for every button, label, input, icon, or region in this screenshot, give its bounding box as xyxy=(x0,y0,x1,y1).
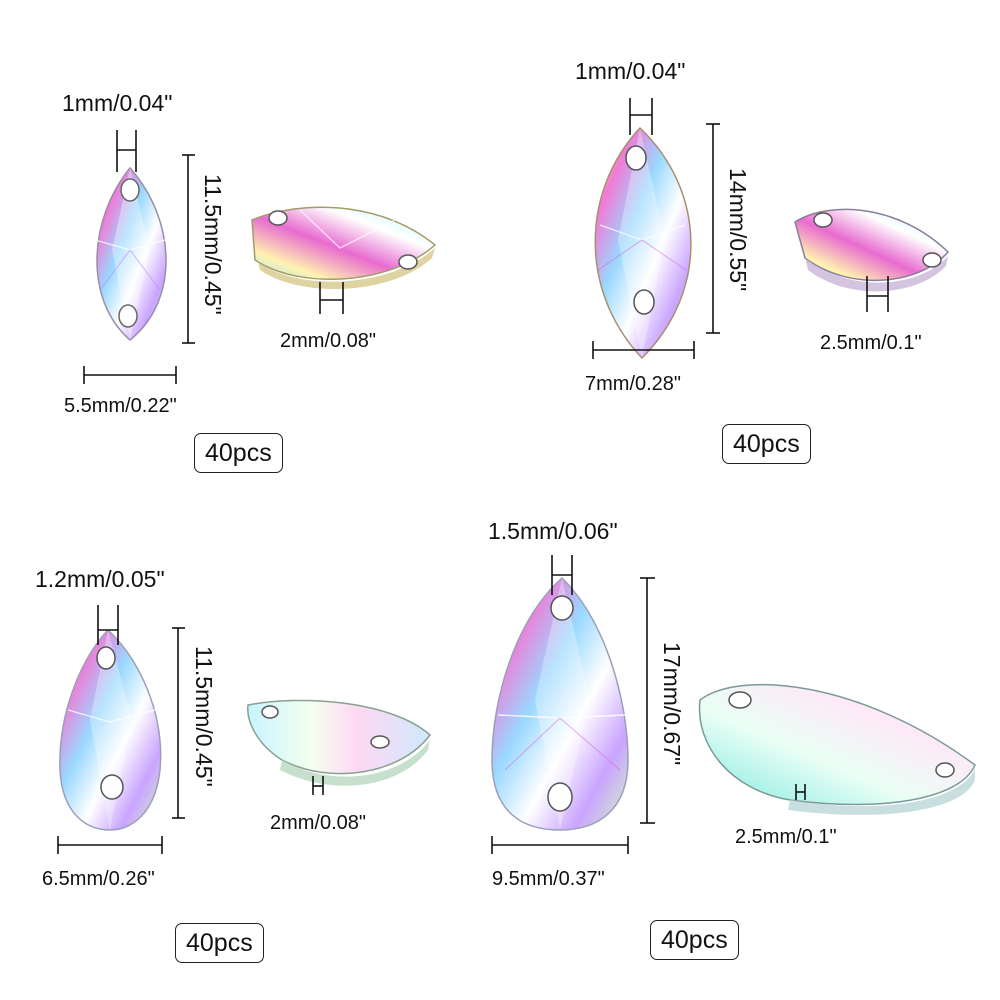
teardrop-small-quantity-badge: 40pcs xyxy=(175,923,264,963)
marquise-small-side xyxy=(251,206,437,290)
teardrop-small-length-label: 11.5mm/0.45" xyxy=(191,646,217,787)
teardrop-large-side xyxy=(698,683,976,815)
teardrop-small-hole-label: 1.2mm/0.05" xyxy=(35,566,165,592)
marquise-large-side xyxy=(794,208,950,292)
teardrop-large-thickness-label: 2.5mm/0.1" xyxy=(735,826,837,848)
marquise-small-width-label: 5.5mm/0.22" xyxy=(64,395,177,417)
marquise-small-quantity-badge: 40pcs xyxy=(194,433,283,473)
teardrop-large-front xyxy=(491,576,629,831)
marquise-large-dimension-lines xyxy=(592,98,889,359)
marquise-large-width-label: 7mm/0.28" xyxy=(585,373,682,395)
teardrop-large-hole-label: 1.5mm/0.06" xyxy=(488,518,618,544)
teardrop-large-dimension-lines xyxy=(491,555,806,854)
teardrop-large-length-label: 17mm/0.67" xyxy=(659,642,685,766)
marquise-large-thickness-label: 2.5mm/0.1" xyxy=(820,332,922,354)
marquise-large-length-label: 14mm/0.55" xyxy=(725,168,751,292)
marquise-small-hole-label: 1mm/0.04" xyxy=(62,90,173,116)
teardrop-large-quantity-badge: 40pcs xyxy=(650,920,739,960)
teardrop-small-thickness-label: 2mm/0.08" xyxy=(270,812,367,834)
marquise-small-front xyxy=(94,166,167,341)
teardrop-small-side xyxy=(247,699,432,786)
marquise-small-length-label: 11.5mm/0.45" xyxy=(200,174,226,315)
marquise-large-quantity-badge: 40pcs xyxy=(722,424,811,464)
teardrop-small-front xyxy=(59,628,162,831)
marquise-large-hole-label: 1mm/0.04" xyxy=(575,58,686,84)
marquise-small-dimension-lines xyxy=(83,130,344,384)
teardrop-small-width-label: 6.5mm/0.26" xyxy=(42,868,155,890)
teardrop-small-dimension-lines xyxy=(57,605,324,854)
marquise-large-front xyxy=(594,126,692,360)
marquise-small-thickness-label: 2mm/0.08" xyxy=(280,330,377,352)
teardrop-large-width-label: 9.5mm/0.37" xyxy=(492,868,605,890)
